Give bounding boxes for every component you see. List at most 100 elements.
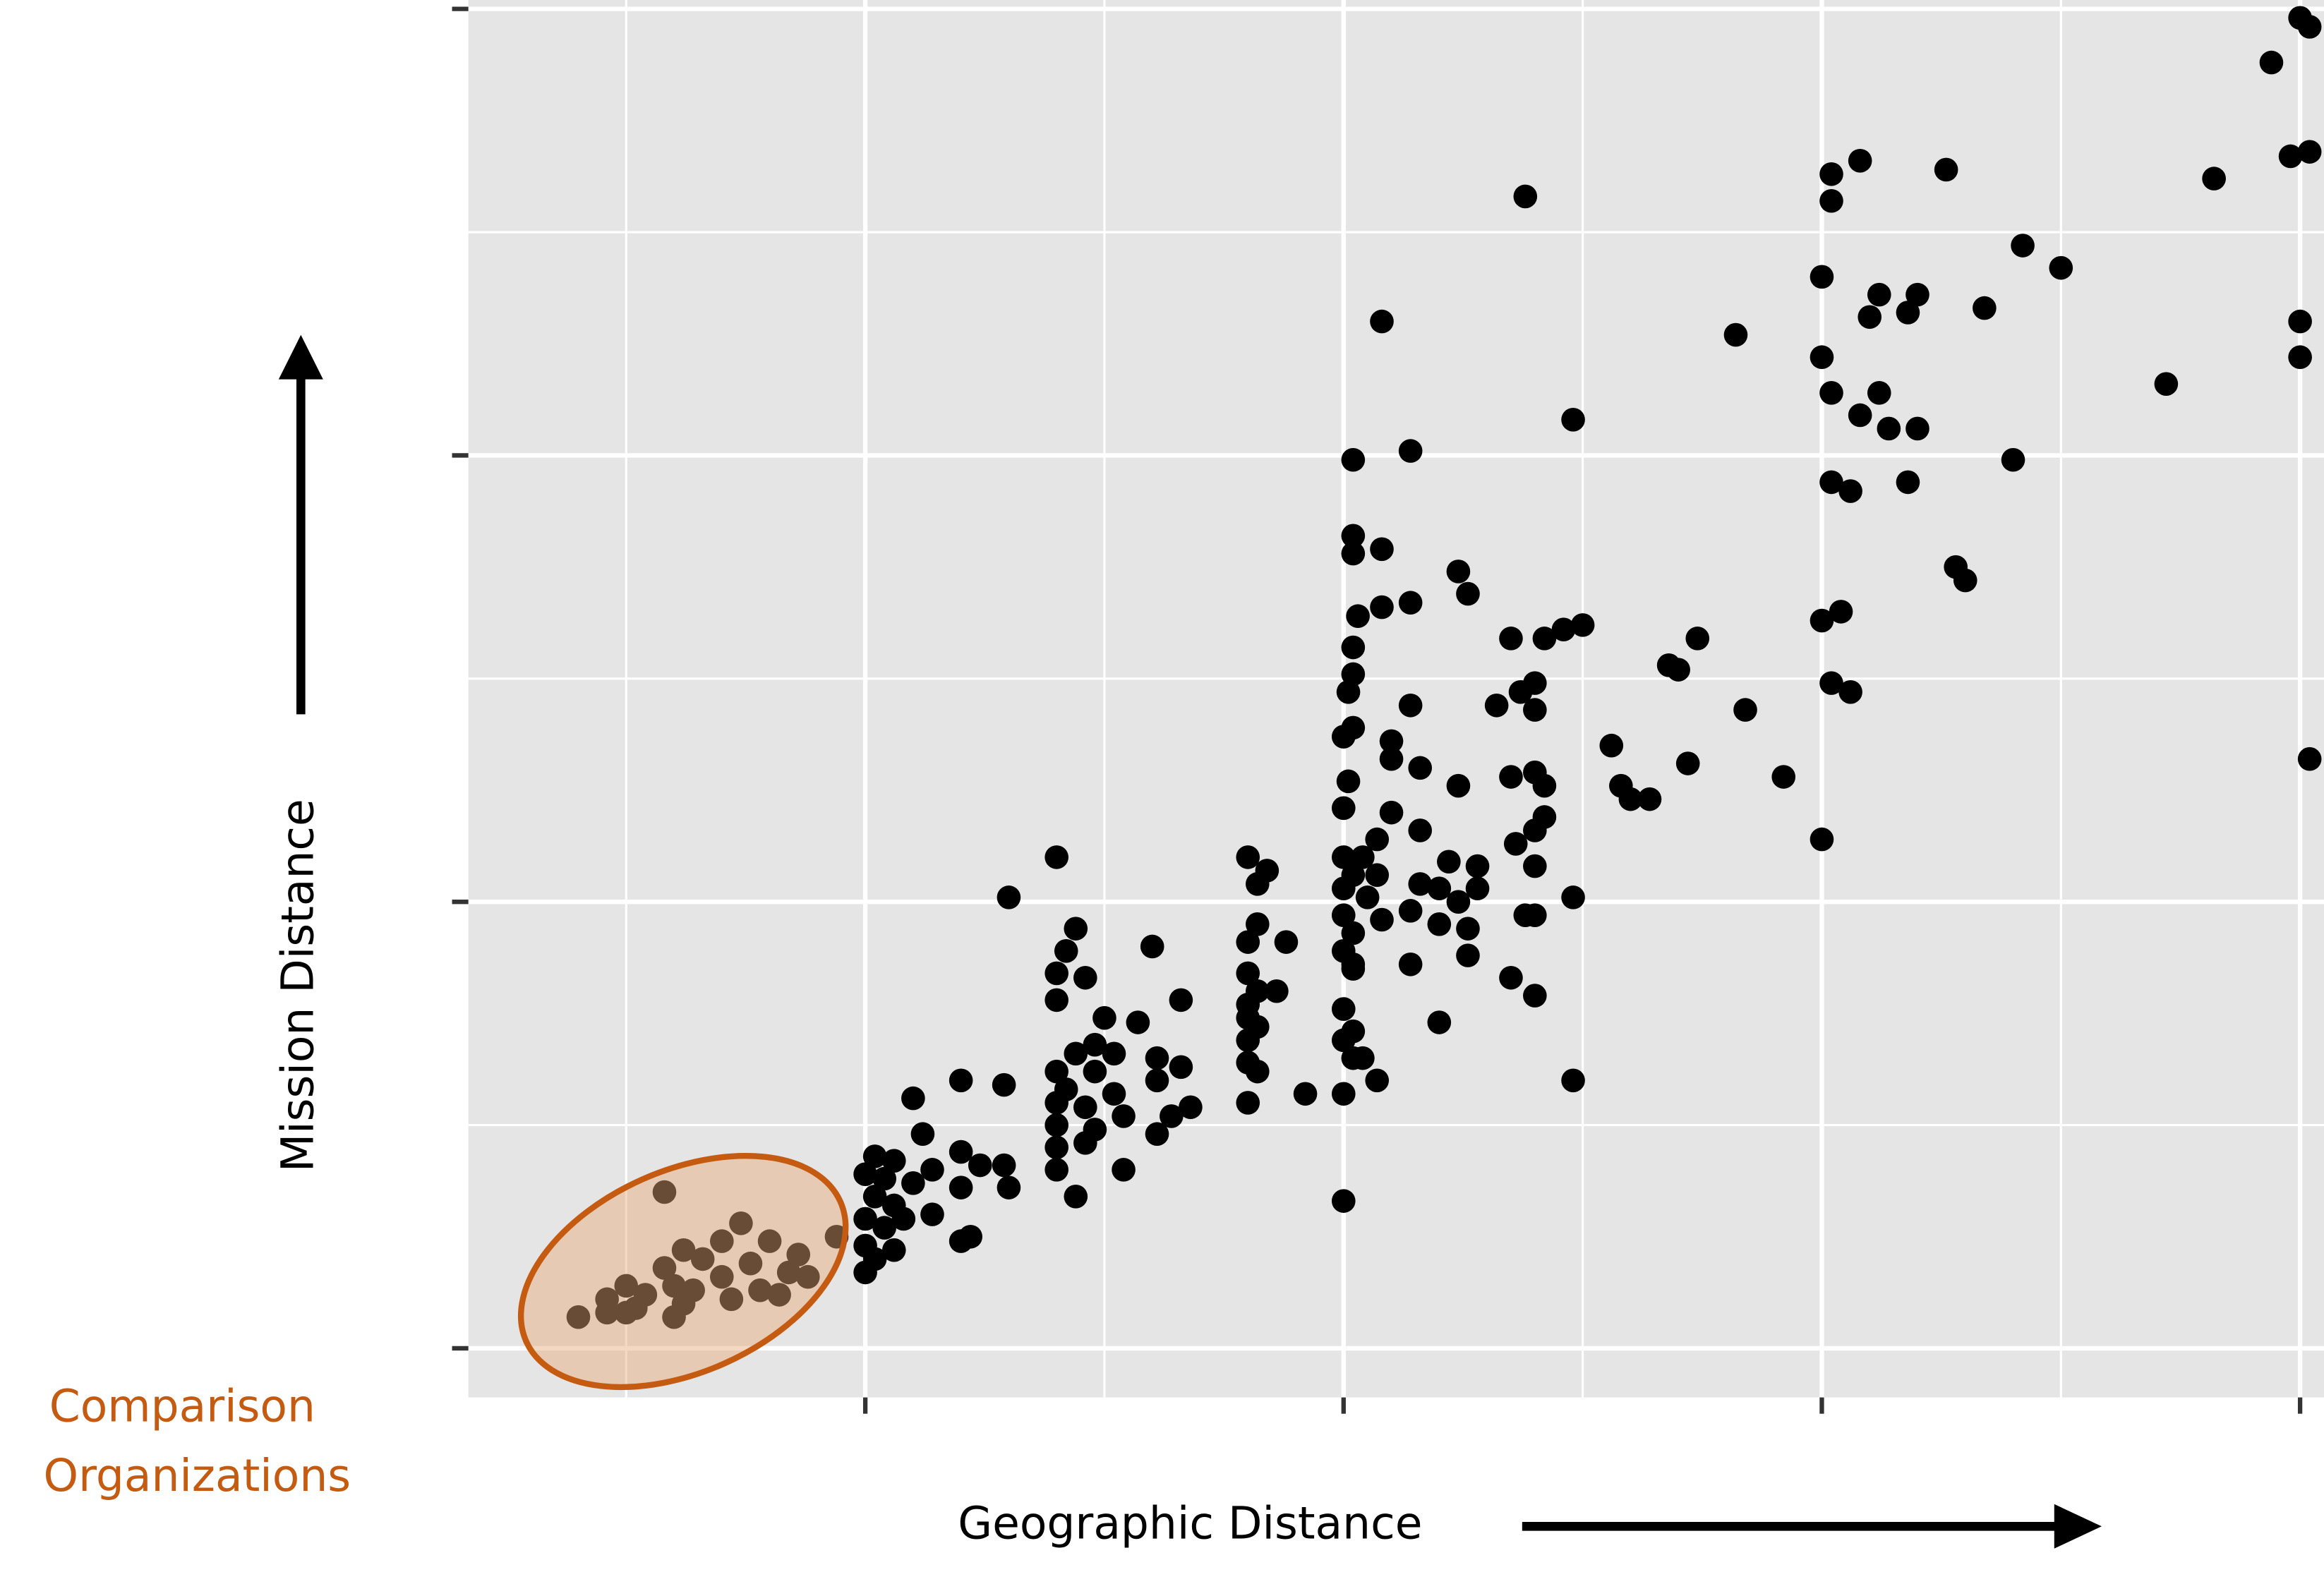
point: [2288, 345, 2312, 370]
point: [1819, 671, 1843, 695]
point: [2011, 234, 2035, 258]
point: [710, 1229, 734, 1253]
point: [1341, 524, 1366, 548]
point: [1973, 296, 1997, 320]
points: [566, 6, 2322, 1329]
annotation-line: Organizations: [44, 1450, 351, 1501]
point: [776, 1260, 801, 1285]
point: [1274, 930, 1299, 954]
point: [2288, 309, 2312, 334]
point: [853, 1207, 877, 1231]
point: [767, 1283, 791, 1307]
point: [1073, 1131, 1097, 1155]
point: [2049, 255, 2073, 280]
point: [1523, 903, 1547, 927]
point: [1379, 729, 1404, 754]
point: [853, 1162, 877, 1186]
point: [662, 1305, 686, 1329]
point: [1236, 961, 1260, 986]
point: [1379, 800, 1404, 825]
point: [949, 1139, 973, 1164]
point: [1102, 1041, 1126, 1066]
point: [1370, 907, 1394, 932]
point: [1427, 1010, 1452, 1034]
point: [1336, 769, 1361, 794]
point: [1599, 733, 1624, 758]
point: [1044, 1135, 1068, 1160]
point: [1064, 917, 1088, 941]
point: [1561, 885, 1585, 909]
point: [1398, 952, 1423, 977]
annotation-line: Comparison: [49, 1380, 315, 1432]
point: [1446, 773, 1471, 798]
point: [1331, 903, 1356, 927]
point: [1293, 1082, 1318, 1106]
point: [566, 1305, 591, 1329]
point: [901, 1086, 925, 1111]
point: [1331, 1082, 1356, 1106]
point: [690, 1247, 715, 1271]
y-axis-label: Mission Distance: [272, 799, 323, 1172]
point: [1245, 872, 1270, 896]
point: [1336, 679, 1361, 704]
point: [1145, 1046, 1169, 1070]
point: [910, 1122, 935, 1147]
point: [1523, 984, 1547, 1008]
point: [1819, 381, 1843, 405]
point: [1513, 184, 1538, 209]
point: [1398, 693, 1423, 718]
point: [992, 1072, 1016, 1097]
ticks: [452, 6, 2303, 1414]
point: [1341, 635, 1366, 660]
point: [1819, 470, 1843, 495]
point: [614, 1274, 639, 1298]
y-arrow-head: [278, 334, 323, 380]
point: [992, 1153, 1016, 1178]
point: [1532, 773, 1557, 798]
point: [1523, 698, 1547, 722]
point: [1341, 662, 1366, 687]
point: [1341, 447, 1366, 472]
point: [1456, 917, 1480, 941]
point: [1102, 1082, 1126, 1106]
point: [1236, 930, 1260, 954]
point: [1044, 988, 1068, 1012]
point: [1351, 845, 1375, 869]
point: [1073, 965, 1097, 990]
point: [1570, 613, 1595, 637]
point: [1355, 885, 1380, 909]
point: [1370, 537, 1394, 562]
point: [1044, 845, 1068, 869]
point: [786, 1243, 811, 1266]
point: [1637, 787, 1662, 811]
point: [1810, 345, 1834, 370]
point: [2001, 447, 2025, 472]
point: [1819, 188, 1843, 213]
point: [1112, 1158, 1136, 1182]
point: [949, 1175, 973, 1199]
point: [1499, 965, 1523, 990]
point: [872, 1216, 897, 1240]
point: [1810, 827, 1834, 852]
point: [1044, 961, 1068, 986]
point: [652, 1180, 677, 1204]
point: [1858, 305, 1882, 330]
point: [1341, 957, 1366, 981]
point: [1044, 1158, 1068, 1182]
point: [1427, 912, 1452, 936]
point: [1245, 912, 1270, 936]
point: [949, 1068, 973, 1093]
point: [1365, 863, 1390, 888]
x-axis-label: Geographic Distance: [958, 1497, 1422, 1549]
point: [1867, 381, 1891, 405]
point: [1064, 1041, 1088, 1066]
point: [1456, 943, 1480, 967]
point: [1341, 921, 1366, 945]
point: [1398, 899, 1423, 923]
point: [1179, 1095, 1203, 1120]
point: [1446, 560, 1471, 584]
point: [1145, 1068, 1169, 1093]
point: [1848, 148, 1872, 173]
point: [1499, 765, 1523, 789]
